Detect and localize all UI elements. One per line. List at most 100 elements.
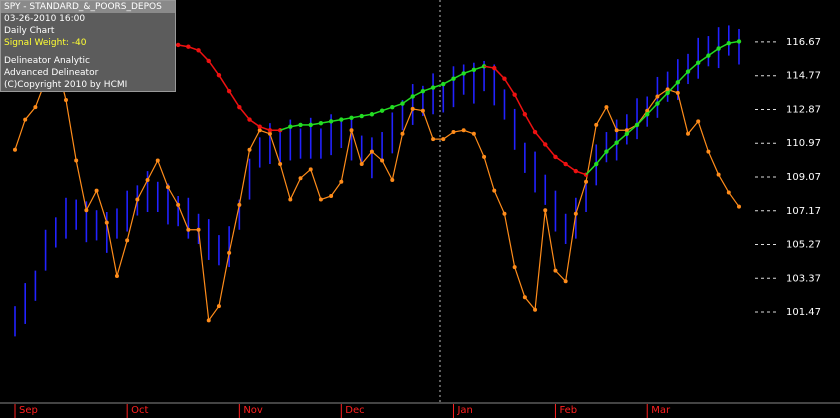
oscillator-dot (675, 90, 680, 95)
oscillator-dot (125, 238, 130, 243)
oscillator-dot (145, 178, 150, 183)
delineator-segment (238, 106, 251, 121)
x-tick-label: Jan (456, 405, 472, 416)
oscillator-dot (176, 202, 181, 207)
oscillator-dot (584, 179, 589, 184)
oscillator-dot (686, 131, 691, 136)
oscillator-dot (23, 117, 28, 122)
oscillator-dot (471, 131, 476, 136)
info-line: Delineator Analytic (4, 56, 91, 66)
x-tick-label: Feb (559, 405, 577, 416)
oscillator-dot (624, 128, 629, 133)
y-tick-label: 101.47 (786, 307, 821, 318)
delineator-dot (736, 39, 742, 44)
oscillator-dot (716, 172, 721, 177)
delineator-segment (524, 113, 536, 133)
oscillator-dot (165, 185, 170, 190)
delineator-segment (585, 163, 597, 176)
oscillator-dot (390, 178, 395, 183)
delineator-segment (208, 60, 220, 76)
oscillator-dot (380, 158, 385, 163)
oscillator-dot (33, 105, 38, 110)
oscillator-dot (441, 137, 446, 142)
y-tick-label: 107.17 (786, 206, 821, 217)
oscillator-dot (155, 158, 160, 163)
oscillator-dot (329, 194, 334, 199)
delineator-dot (359, 113, 364, 119)
oscillator-dot (257, 128, 262, 133)
delineator-segment (677, 71, 689, 83)
delineator-segment (616, 133, 628, 144)
oscillator-dot (94, 188, 99, 193)
y-tick-label: 112.87 (786, 104, 821, 115)
oscillator-dot (114, 273, 119, 278)
oscillator-dot (431, 137, 436, 142)
oscillator-dot (104, 220, 109, 225)
oscillator-dot (512, 265, 517, 270)
delineator-segment (687, 62, 699, 73)
oscillator-dot (410, 106, 415, 111)
delineator-segment (493, 67, 506, 80)
oscillator-dot (13, 147, 17, 152)
delineator-segment (503, 78, 516, 96)
oscillator-dot (247, 147, 252, 152)
oscillator-dot (737, 204, 741, 209)
x-tick-label: Sep (19, 405, 38, 416)
oscillator-dot (206, 318, 211, 323)
oscillator-dot (288, 197, 293, 202)
delineator-dot (349, 115, 354, 121)
oscillator-dot (645, 108, 650, 113)
delineator-dot (328, 119, 334, 124)
delineator-segment (605, 142, 618, 153)
delineator-dot (288, 124, 293, 129)
oscillator-dot (594, 122, 599, 127)
oscillator-dot (63, 98, 68, 103)
oscillator-dot (451, 130, 456, 135)
oscillator-dot (696, 119, 701, 124)
oscillator-dot (267, 131, 272, 136)
oscillator-dot (84, 208, 89, 213)
delineator-segment (544, 143, 557, 158)
delineator-segment (636, 113, 648, 126)
oscillator-dot (74, 158, 79, 163)
y-tick-label: 103.37 (786, 273, 821, 284)
oscillator-dot (604, 105, 609, 110)
oscillator-dot (482, 154, 487, 159)
oscillator-dot (655, 94, 660, 99)
oscillator-dot (135, 197, 140, 202)
oscillator-dot (461, 128, 466, 133)
info-line: (C)Copyright 2010 by HCMI (4, 80, 128, 90)
x-tick-label: Mar (651, 405, 671, 416)
delineator-segment (646, 103, 658, 115)
y-tick-label: 110.97 (786, 138, 821, 149)
oscillator-dot (522, 295, 527, 300)
oscillator-dot (502, 211, 507, 216)
x-tick-label: Nov (243, 405, 263, 416)
oscillator-dot (359, 162, 364, 167)
delineator-dot (339, 117, 344, 122)
y-tick-label: 116.67 (786, 37, 821, 48)
info-line: Advanced Delineator (4, 68, 99, 78)
y-tick-label: 109.07 (786, 172, 821, 183)
oscillator-dot (400, 131, 405, 136)
oscillator-dot (553, 268, 558, 273)
info-line: 03-26-2010 16:00 (4, 14, 86, 24)
delineator-segment (534, 131, 546, 145)
oscillator-dot (318, 197, 323, 202)
info-line: Daily Chart (4, 26, 55, 36)
delineator-dot (318, 120, 324, 126)
oscillator-dot (196, 227, 201, 232)
oscillator-dot (339, 179, 344, 184)
info-box: SPY - STANDARD_&_POORS_DEPOS 03-26-2010 … (0, 0, 176, 92)
delineator-segment (595, 151, 608, 165)
delineator-segment (198, 49, 210, 62)
info-title: SPY - STANDARD_&_POORS_DEPOS (1, 1, 175, 13)
delineator-segment (667, 81, 679, 94)
oscillator-dot (563, 279, 568, 284)
delineator-segment (228, 90, 240, 108)
delineator-segment (218, 74, 230, 92)
oscillator-dot (726, 190, 731, 195)
oscillator-dot (665, 87, 670, 92)
